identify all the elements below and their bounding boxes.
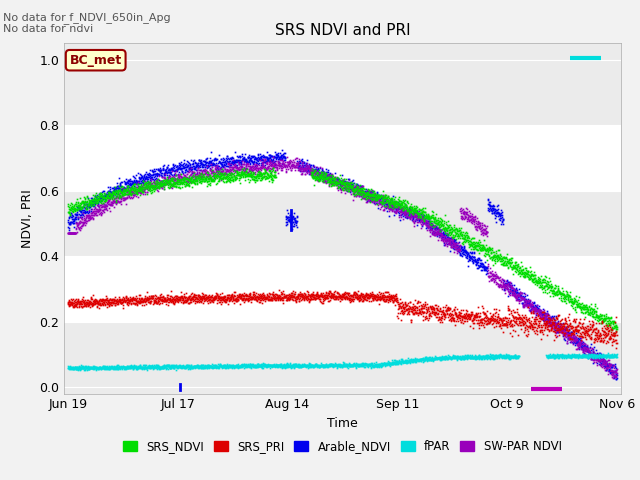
SRS_PRI bbox=[64, 300, 72, 306]
Arable_NDVI bbox=[613, 372, 621, 378]
Arable_NDVI bbox=[396, 217, 404, 223]
Arable_NDVI bbox=[609, 362, 617, 368]
SW-PAR NDVI bbox=[609, 375, 617, 381]
Title: SRS NDVI and PRI: SRS NDVI and PRI bbox=[275, 23, 410, 38]
SRS_NDVI bbox=[609, 321, 617, 326]
SW-PAR NDVI bbox=[396, 204, 404, 210]
fPAR bbox=[609, 353, 617, 359]
SRS_PRI bbox=[268, 295, 276, 301]
SRS_PRI bbox=[396, 311, 404, 316]
fPAR bbox=[396, 360, 404, 365]
SW-PAR NDVI bbox=[312, 176, 319, 181]
SRS_PRI bbox=[516, 314, 524, 320]
SRS_NDVI bbox=[312, 176, 319, 182]
fPAR bbox=[312, 362, 319, 368]
Line: Arable_NDVI: Arable_NDVI bbox=[67, 150, 618, 380]
Bar bbox=[64, 125, 621, 191]
fPAR bbox=[497, 353, 504, 359]
Line: SRS_PRI: SRS_PRI bbox=[67, 289, 618, 349]
SW-PAR NDVI bbox=[497, 281, 504, 287]
Line: fPAR: fPAR bbox=[67, 353, 618, 371]
SRS_NDVI bbox=[613, 324, 621, 330]
fPAR bbox=[268, 363, 276, 369]
SW-PAR NDVI bbox=[613, 366, 621, 372]
SRS_PRI bbox=[609, 332, 617, 338]
SRS_PRI bbox=[612, 346, 620, 351]
Bar bbox=[64, 256, 621, 322]
Text: No data for f_NDVI_650in_Apg: No data for f_NDVI_650in_Apg bbox=[3, 12, 171, 23]
SRS_NDVI bbox=[268, 179, 276, 184]
SW-PAR NDVI bbox=[268, 165, 276, 171]
Arable_NDVI bbox=[516, 292, 524, 298]
SW-PAR NDVI bbox=[516, 289, 524, 295]
Line: SW-PAR NDVI: SW-PAR NDVI bbox=[67, 156, 618, 379]
SRS_PRI bbox=[613, 340, 621, 346]
SRS_PRI bbox=[275, 288, 283, 293]
SRS_PRI bbox=[312, 291, 319, 297]
Arable_NDVI bbox=[612, 376, 620, 382]
Legend: SRS_NDVI, SRS_PRI, Arable_NDVI, fPAR, SW-PAR NDVI: SRS_NDVI, SRS_PRI, Arable_NDVI, fPAR, SW… bbox=[118, 435, 566, 458]
Text: No data for ̅ndvi: No data for ̅ndvi bbox=[3, 24, 93, 34]
SW-PAR NDVI bbox=[610, 362, 618, 368]
Arable_NDVI bbox=[64, 224, 72, 230]
X-axis label: Time: Time bbox=[327, 417, 358, 430]
Line: SRS_NDVI: SRS_NDVI bbox=[67, 167, 618, 334]
SW-PAR NDVI bbox=[64, 230, 72, 236]
Text: BC_met: BC_met bbox=[70, 54, 122, 67]
Arable_NDVI bbox=[268, 158, 276, 164]
Arable_NDVI bbox=[278, 147, 285, 153]
SRS_NDVI bbox=[516, 264, 524, 270]
fPAR bbox=[64, 365, 72, 371]
SW-PAR NDVI bbox=[269, 154, 277, 160]
Y-axis label: NDVI, PRI: NDVI, PRI bbox=[20, 189, 33, 248]
fPAR bbox=[613, 351, 621, 357]
Arable_NDVI bbox=[497, 217, 504, 223]
SRS_NDVI bbox=[497, 258, 504, 264]
SRS_NDVI bbox=[64, 209, 72, 215]
Arable_NDVI bbox=[312, 164, 319, 169]
SRS_NDVI bbox=[396, 205, 404, 211]
SRS_PRI bbox=[497, 323, 504, 329]
